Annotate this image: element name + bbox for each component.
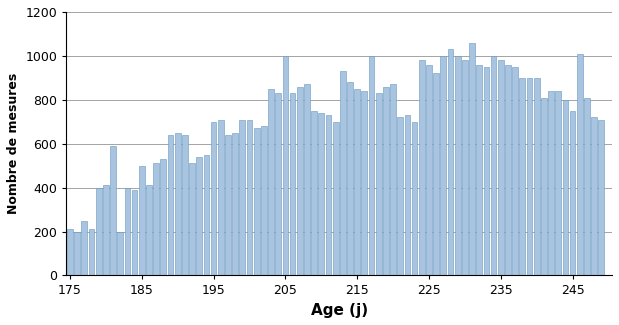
Bar xyxy=(599,120,604,276)
Bar xyxy=(369,56,374,276)
Bar xyxy=(448,49,453,276)
Bar xyxy=(168,135,173,276)
Bar xyxy=(426,65,432,276)
Bar xyxy=(282,56,288,276)
Bar xyxy=(555,91,561,276)
Bar xyxy=(569,111,576,276)
Bar xyxy=(246,120,253,276)
Bar xyxy=(132,190,137,276)
X-axis label: Age (j): Age (j) xyxy=(311,303,368,318)
Bar xyxy=(110,146,116,276)
Bar xyxy=(240,120,245,276)
Bar xyxy=(196,157,202,276)
Bar xyxy=(347,82,353,276)
Bar xyxy=(103,186,109,276)
Bar xyxy=(591,117,597,276)
Bar xyxy=(297,86,303,276)
Bar xyxy=(462,60,468,276)
Bar xyxy=(519,78,525,276)
Bar xyxy=(361,91,367,276)
Bar xyxy=(469,43,475,276)
Bar xyxy=(354,89,360,276)
Bar xyxy=(491,56,496,276)
Bar xyxy=(405,115,410,276)
Bar xyxy=(154,163,159,276)
Bar xyxy=(433,73,439,276)
Bar xyxy=(505,65,511,276)
Bar xyxy=(261,126,267,276)
Bar xyxy=(82,221,87,276)
Bar xyxy=(441,56,446,276)
Bar xyxy=(541,98,547,276)
Bar xyxy=(225,135,231,276)
Bar xyxy=(477,65,482,276)
Bar xyxy=(204,155,209,276)
Bar xyxy=(498,60,504,276)
Bar xyxy=(189,163,195,276)
Bar xyxy=(376,93,381,276)
Bar xyxy=(318,113,324,276)
Bar xyxy=(124,188,131,276)
Bar xyxy=(563,100,568,276)
Bar xyxy=(527,78,532,276)
Bar xyxy=(232,133,238,276)
Bar xyxy=(534,78,540,276)
Bar xyxy=(290,93,295,276)
Bar xyxy=(275,93,281,276)
Bar xyxy=(254,128,259,276)
Bar xyxy=(455,56,461,276)
Bar xyxy=(412,122,417,276)
Bar xyxy=(175,133,181,276)
Bar xyxy=(340,71,345,276)
Bar xyxy=(160,159,166,276)
Bar xyxy=(89,229,95,276)
Bar xyxy=(96,188,102,276)
Bar xyxy=(74,231,80,276)
Bar xyxy=(139,166,145,276)
Bar xyxy=(383,86,389,276)
Y-axis label: Nombre de mesures: Nombre de mesures xyxy=(7,73,20,214)
Bar xyxy=(311,111,317,276)
Bar xyxy=(584,98,590,276)
Bar xyxy=(333,122,339,276)
Bar xyxy=(483,67,489,276)
Bar xyxy=(268,89,274,276)
Bar xyxy=(118,231,123,276)
Bar xyxy=(548,91,554,276)
Bar xyxy=(146,186,152,276)
Bar xyxy=(210,122,217,276)
Bar xyxy=(304,84,310,276)
Bar xyxy=(182,135,188,276)
Bar xyxy=(67,229,73,276)
Bar xyxy=(326,115,331,276)
Bar xyxy=(390,84,396,276)
Bar xyxy=(397,117,403,276)
Bar xyxy=(419,60,425,276)
Bar xyxy=(513,67,518,276)
Bar xyxy=(577,54,582,276)
Bar xyxy=(218,120,223,276)
